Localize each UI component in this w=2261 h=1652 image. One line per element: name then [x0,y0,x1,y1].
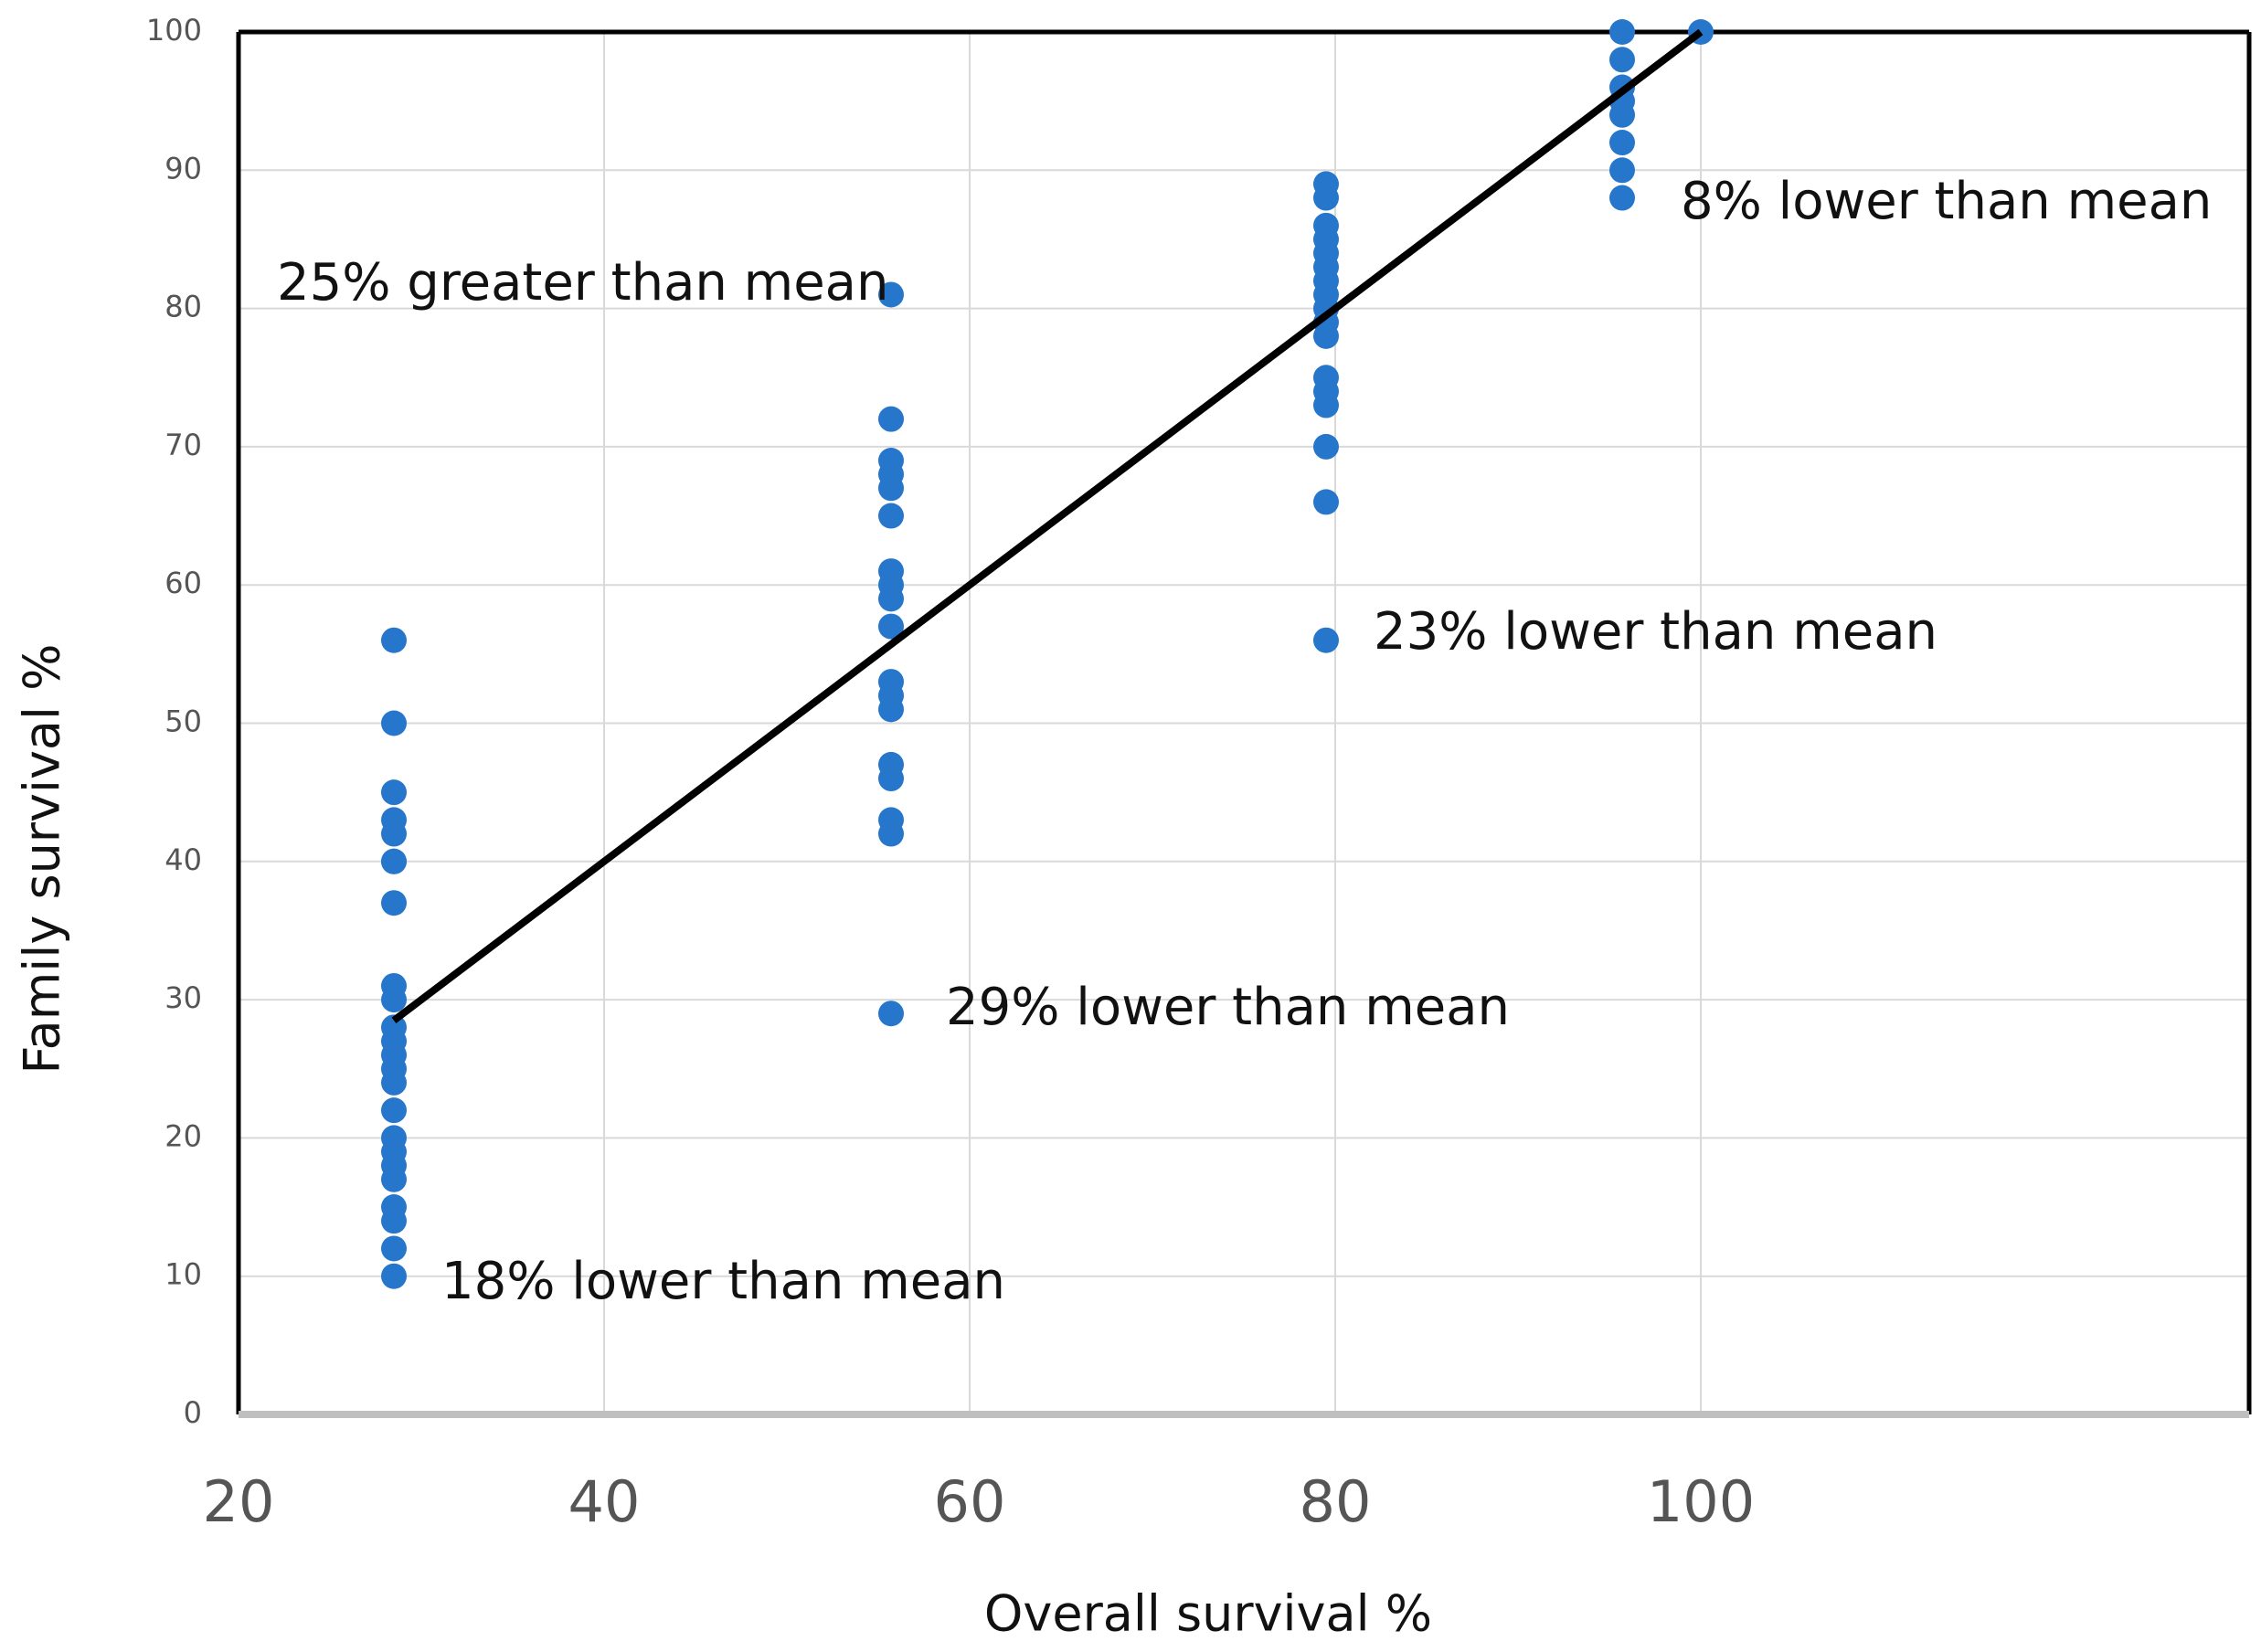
point [878,503,904,529]
point [381,779,407,806]
x-tick-label: 20 [203,1468,275,1535]
y-tick-label: 10 [165,1257,202,1292]
annotation: 23% lower than mean [1374,602,1937,662]
point [878,475,904,502]
point [381,1166,407,1192]
point [1313,392,1339,418]
point [381,821,407,847]
x-tick-label: 60 [934,1468,1006,1535]
y-tick-label: 70 [165,428,202,462]
point [1313,627,1339,653]
annotation: 8% lower than mean [1681,172,2212,231]
point [381,1097,407,1124]
point [381,987,407,1013]
point [878,406,904,432]
point [878,281,904,308]
point [1609,19,1635,45]
y-tick-label: 50 [165,704,202,739]
y-tick-label: 30 [165,980,202,1015]
y-tick-label: 90 [165,151,202,185]
y-tick-label: 80 [165,290,202,324]
point [1609,101,1635,128]
point [381,1235,407,1262]
point [1313,185,1339,211]
y-tick-label: 100 [146,13,202,48]
point [1609,47,1635,73]
point [1313,489,1339,515]
point [381,1208,407,1234]
point [381,710,407,736]
y-tick-label: 20 [165,1118,202,1153]
point [1609,157,1635,184]
point [1609,130,1635,156]
point [1609,185,1635,211]
x-tick-label: 100 [1647,1468,1755,1535]
point [878,696,904,723]
point [878,586,904,612]
x-axis-title: Overall survival % [984,1585,1432,1643]
x-tick-label: 80 [1300,1468,1372,1535]
point [381,848,407,874]
point [381,1263,407,1289]
y-tick-label: 0 [184,1395,202,1430]
point [878,613,904,640]
point [381,627,407,653]
y-axis-title: Family survival % [14,644,71,1075]
point [1313,323,1339,349]
fit-line [391,28,1704,1023]
point [1313,433,1339,460]
point [878,1001,904,1027]
annotation: 18% lower than mean [441,1252,1005,1311]
annotation: 25% greater than mean [277,253,888,312]
point [381,1069,407,1096]
annotation: 29% lower than mean [946,978,1510,1037]
y-tick-label: 40 [165,842,202,877]
y-tick-label: 60 [165,566,202,600]
point [878,766,904,792]
point [381,890,407,916]
x-tick-label: 40 [568,1468,641,1535]
point [878,821,904,847]
